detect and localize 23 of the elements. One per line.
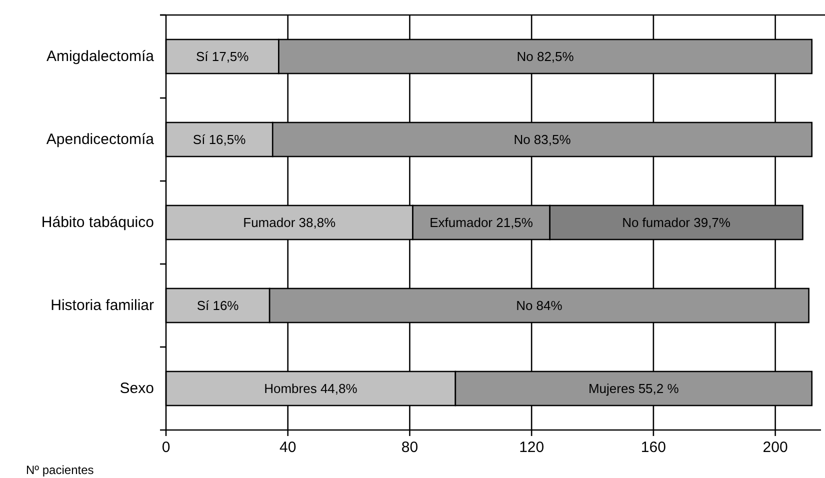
y-tick-label: Hábito tabáquico	[41, 214, 154, 231]
x-tick-label: 40	[280, 439, 296, 456]
data-label: No 84%	[516, 298, 563, 313]
data-label: Hombres 44,8%	[264, 381, 358, 396]
data-label: Sí 16%	[196, 298, 240, 313]
x-tick-label: 80	[401, 439, 418, 456]
y-tick-label: Amigdalectomía	[46, 48, 155, 65]
y-tick-label: Apendicectomía	[46, 131, 155, 148]
data-label: Sí 17,5%	[196, 49, 250, 64]
data-label: Exfumador 21,5%	[430, 215, 534, 230]
x-tick-label: 200	[762, 439, 788, 456]
data-label: No fumador 39,7%	[622, 215, 731, 230]
data-label: Fumador 38,8%	[243, 215, 336, 230]
data-label: No 83,5%	[514, 132, 572, 147]
x-tick-label: 0	[162, 439, 170, 456]
data-label: No 82,5%	[516, 49, 574, 64]
y-tick-label: Sexo	[120, 380, 154, 397]
data-label: Sí 16,5%	[192, 132, 246, 147]
x-axis-title: Nº pacientes	[26, 463, 94, 477]
x-tick-label: 160	[640, 439, 666, 456]
x-tick-label: 120	[519, 439, 544, 456]
data-label: Mujeres 55,2 %	[588, 381, 680, 396]
y-tick-label: Historia familiar	[50, 297, 154, 314]
